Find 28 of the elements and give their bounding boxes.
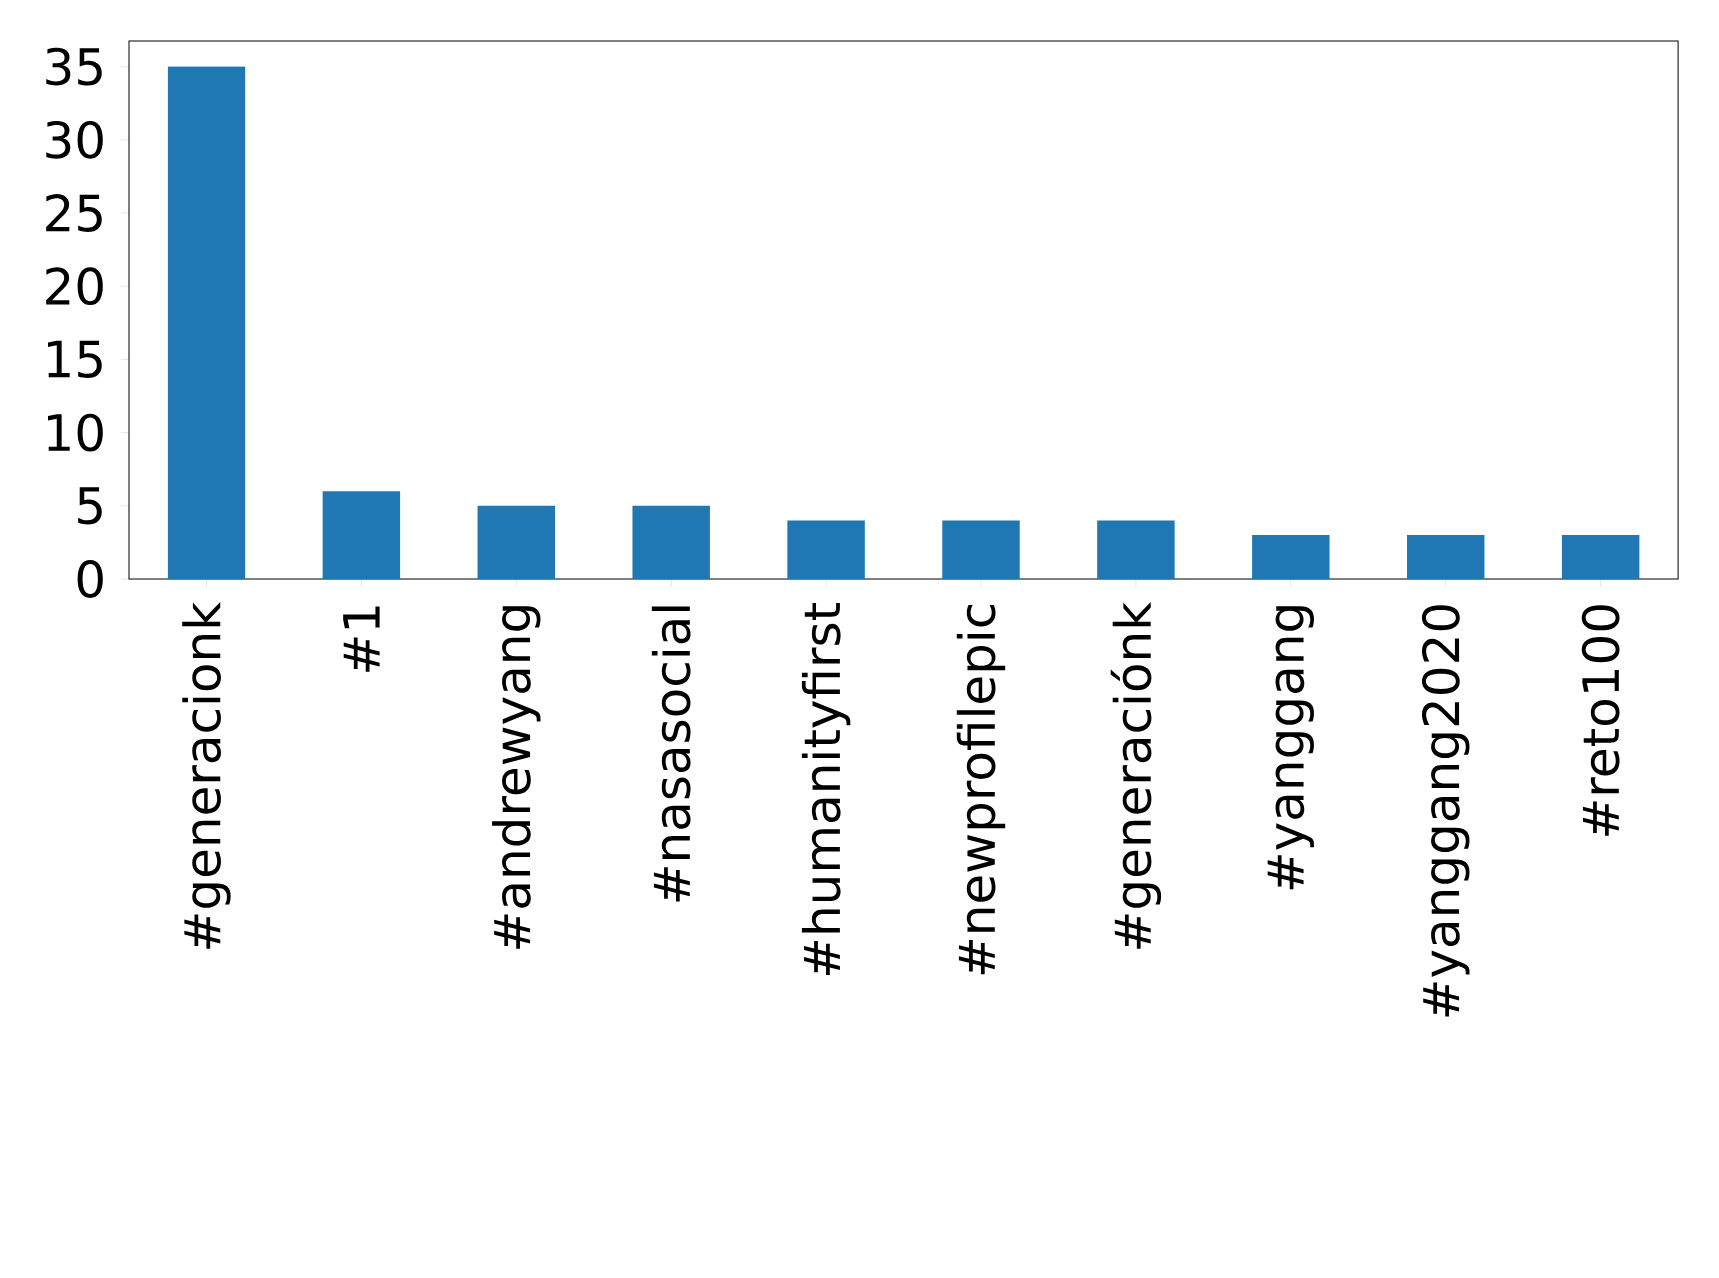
bar <box>1097 520 1175 579</box>
y-tick-label: 15 <box>48 340 102 378</box>
bar <box>167 66 246 579</box>
bar <box>1407 535 1485 579</box>
bar <box>322 491 401 579</box>
y-tick-label: 30 <box>46 120 103 159</box>
x-tick-label: #reto100 <box>1581 605 1620 836</box>
bar <box>632 505 710 579</box>
bar <box>1252 535 1330 579</box>
y-tick-label: 35 <box>46 47 102 86</box>
x-tick-label: #nasasocial <box>651 606 691 902</box>
x-tick-label: #newprofilepic <box>956 604 1006 975</box>
y-tick-label: 25 <box>46 194 102 232</box>
x-tick-label: #1 <box>343 606 380 672</box>
bar <box>787 520 865 579</box>
bar <box>942 520 1020 579</box>
x-tick-label: #yanggang <box>1267 606 1314 890</box>
x-tick-label: #generaciónk <box>1110 601 1162 949</box>
y-tick-label: 5 <box>78 487 102 525</box>
bar <box>477 505 555 579</box>
x-tick-label: #andrewyang <box>492 606 541 949</box>
y-tick-label: 20 <box>46 267 103 306</box>
x-tick-label: #humanityfirst <box>801 603 851 976</box>
y-tick-label: 0 <box>77 560 103 598</box>
x-tick-label: #yanggang2020 <box>1421 605 1470 1017</box>
x-tick-label: #generacionk <box>182 601 231 949</box>
y-tick-label: 10 <box>48 413 103 452</box>
bar <box>1561 535 1640 579</box>
